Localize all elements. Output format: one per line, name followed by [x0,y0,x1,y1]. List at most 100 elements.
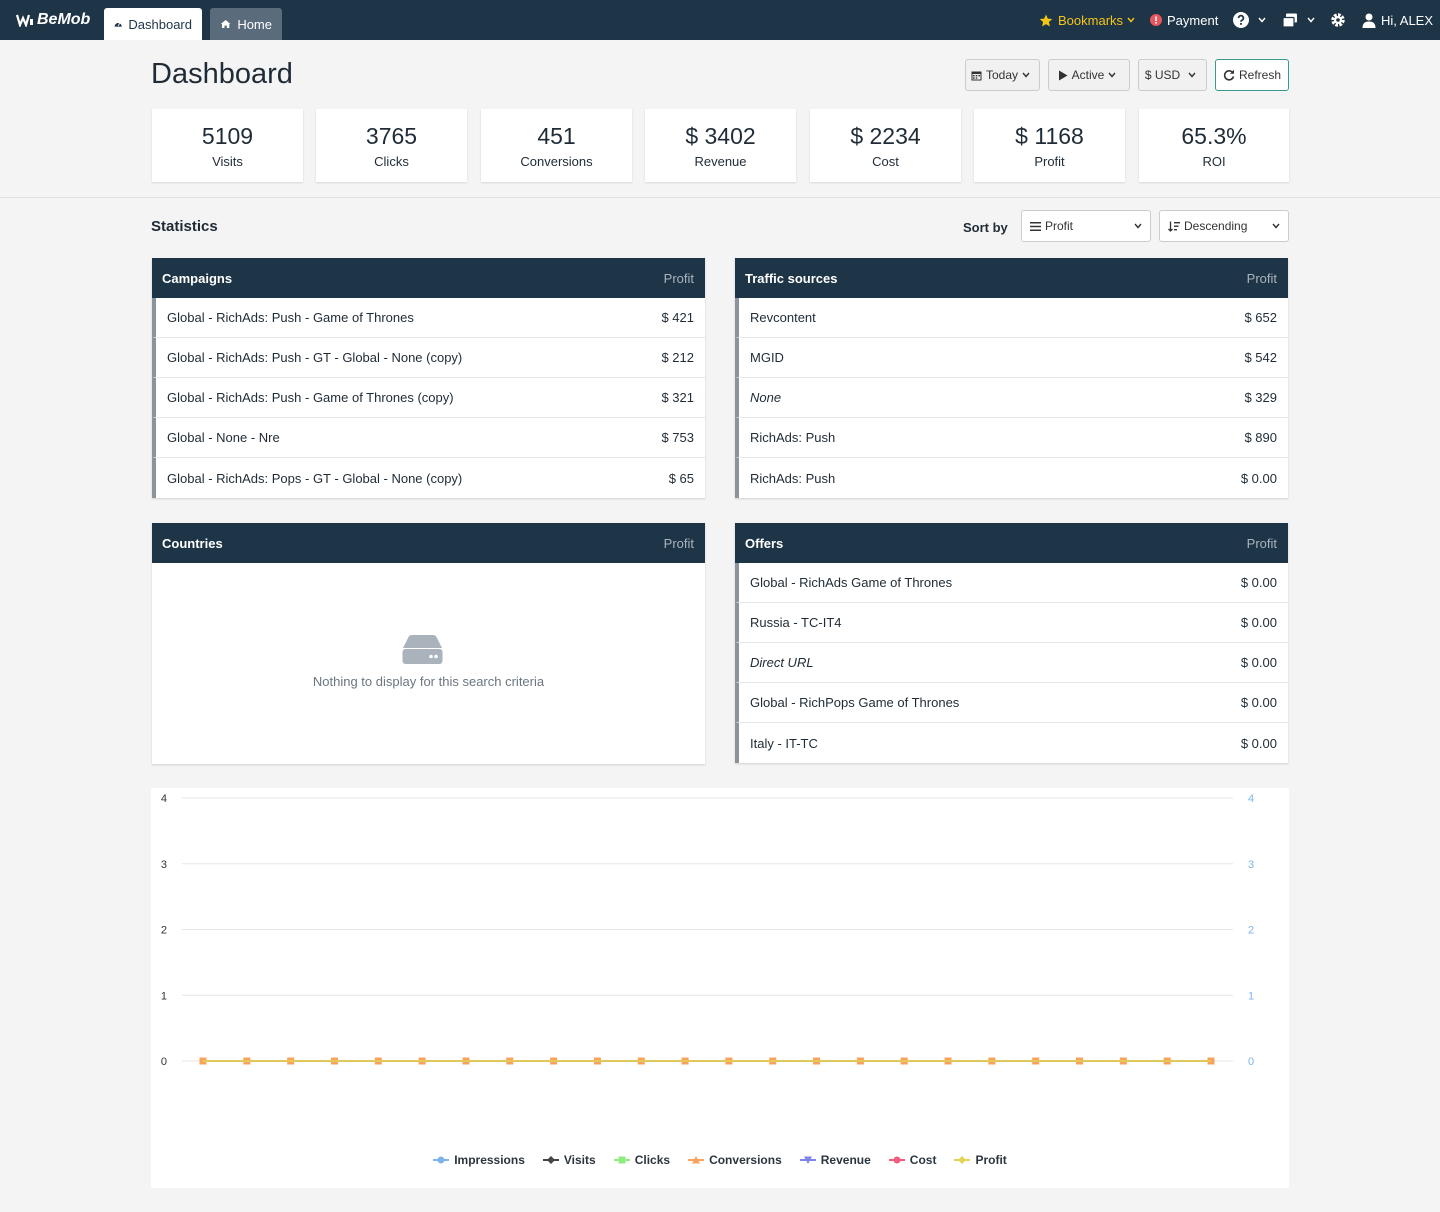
list-item[interactable]: MGID $ 542 [735,338,1288,378]
item-name: None [750,390,782,405]
kpi-label: Revenue [694,154,747,169]
line-chart: 0 0 1 1 2 2 3 3 4 4 [161,793,1254,1068]
windows-menu[interactable] [1282,0,1320,40]
list-item[interactable]: Direct URL $ 0.00 [735,643,1288,683]
sort-field-select[interactable]: Profit [1021,210,1151,242]
item-name: Revcontent [750,310,816,325]
kpi-visits: 5109 Visits [152,109,303,182]
legend-item[interactable]: Impressions [433,1153,525,1167]
item-value: $ 0.00 [1240,470,1277,486]
item-name: Italy - IT-TC [750,735,818,751]
item-name: Direct URL [750,655,814,670]
item-value: $ 0.00 [1240,695,1277,710]
list-item[interactable]: Global - RichPops Game of Thrones $ 0.00 [735,683,1288,723]
legend-item[interactable]: Visits [542,1153,596,1167]
period-select[interactable]: Today [965,59,1040,91]
item-name: Russia - TC-IT4 [750,615,842,630]
item-value: $ 65 [668,470,694,486]
brand-logo[interactable]: BeMob [16,10,90,30]
tab-home[interactable]: Home [210,8,282,40]
kpi-label: Clicks [374,154,409,169]
list-item[interactable]: None $ 329 [735,378,1288,418]
status-select[interactable]: Active [1048,59,1130,91]
settings-button[interactable] [1330,0,1351,40]
list-item[interactable]: Russia - TC-IT4 $ 0.00 [735,603,1288,643]
help-icon [1233,12,1249,28]
panel-header: Campaigns Profit [152,258,705,298]
kpi-conversions: 451 Conversions [481,109,632,182]
refresh-icon [1223,69,1235,81]
kpi-revenue: $ 3402 Revenue [645,109,796,182]
sort-order-select[interactable]: Descending [1159,210,1289,242]
kpi-label: Cost [872,154,899,169]
list-item[interactable]: Global - RichAds Game of Thrones $ 0.00 [735,563,1288,603]
user-menu[interactable]: Hi, ALEX [1362,0,1433,40]
panel-title: Offers [745,535,784,551]
chart-legend: Impressions Visits Clicks Conversions Revenu… [151,1153,1289,1167]
kpi-clicks: 3765 Clicks [316,109,467,182]
kpi-roi: 65.3% ROI [1139,109,1289,182]
payment-link[interactable]: Payment [1150,0,1218,40]
legend-marker-icon [799,1156,816,1164]
list-item[interactable]: Italy - IT-TC $ 0.00 [735,723,1288,763]
y-tick-label: 0 [161,1056,167,1068]
item-name: RichAds: Push [750,470,836,486]
list-item[interactable]: Global - RichAds: Pops - GT - Global - N… [152,458,705,498]
chevron-down-icon [1127,17,1135,23]
sort-by-label: Sort by [963,220,1008,235]
panel-metric: Profit [663,535,694,551]
list-item[interactable]: Revcontent $ 652 [735,298,1288,338]
legend-item[interactable]: Cost [888,1153,937,1167]
panel-title: Campaigns [162,270,233,286]
item-value: $ 0.00 [1240,655,1277,670]
legend-label: Cost [909,1153,937,1167]
panel-header: Countries Profit [152,523,705,563]
help-menu[interactable] [1233,0,1271,40]
tab-dashboard[interactable]: Dashboard [104,8,202,40]
item-name: Global - RichAds: Push - Game of Thrones… [167,390,454,405]
legend-label: Revenue [820,1153,871,1167]
page-title: Dashboard [151,58,293,90]
refresh-button[interactable]: Refresh [1215,59,1289,91]
list-item[interactable]: Global - RichAds: Push - Game of Thrones… [152,298,705,338]
list-item[interactable]: RichAds: Push $ 890 [735,418,1288,458]
bookmarks-menu[interactable]: Bookmarks [1039,0,1140,40]
play-icon [1058,70,1068,80]
legend-label: Profit [975,1153,1007,1167]
y-tick-label: 1 [161,990,167,1002]
list-item[interactable]: RichAds: Push $ 0.00 [735,458,1288,498]
currency-label: $ USD [1144,68,1181,82]
kpi-value: 5109 [201,123,254,149]
period-label: Today [985,68,1019,82]
kpi-label: ROI [1202,154,1226,169]
sort-order-value: Descending [1184,219,1248,233]
list-icon [1030,221,1041,231]
legend-item[interactable]: Conversions [688,1153,782,1167]
list-item[interactable]: Global - RichAds: Push - GT - Global - N… [152,338,705,378]
sort-descending-icon [1168,221,1180,232]
list-item[interactable]: Global - RichAds: Push - Game of Thrones… [152,378,705,418]
legend-marker-icon [613,1156,630,1164]
gear-icon [1331,13,1345,27]
item-value: $ 212 [661,350,694,365]
kpi-value: 451 [537,123,576,149]
item-name: MGID [750,350,784,365]
panel-metric: Profit [1246,270,1277,286]
legend-item[interactable]: Profit [954,1153,1007,1167]
panel-title: Traffic sources [745,270,838,286]
bookmarks-label: Bookmarks [1058,12,1124,28]
panel-metric: Profit [1246,535,1277,551]
chevron-down-icon [1108,72,1116,78]
item-value: $ 0.00 [1240,575,1277,590]
user-greeting: Hi, ALEX [1381,12,1434,28]
currency-select[interactable]: $ USD [1138,59,1207,91]
legend-item[interactable]: Clicks [613,1153,670,1167]
item-value: $ 0.00 [1240,615,1277,630]
item-value: $ 0.00 [1240,735,1277,751]
list-item[interactable]: Global - None - Nre $ 753 [152,418,705,458]
traffic-sources-panel: Traffic sources Profit Revcontent $ 652 M… [735,258,1288,498]
tab-label: Dashboard [128,16,192,32]
legend-item[interactable]: Revenue [799,1153,871,1167]
chevron-down-icon [1258,17,1266,23]
chevron-down-icon [1272,223,1280,229]
